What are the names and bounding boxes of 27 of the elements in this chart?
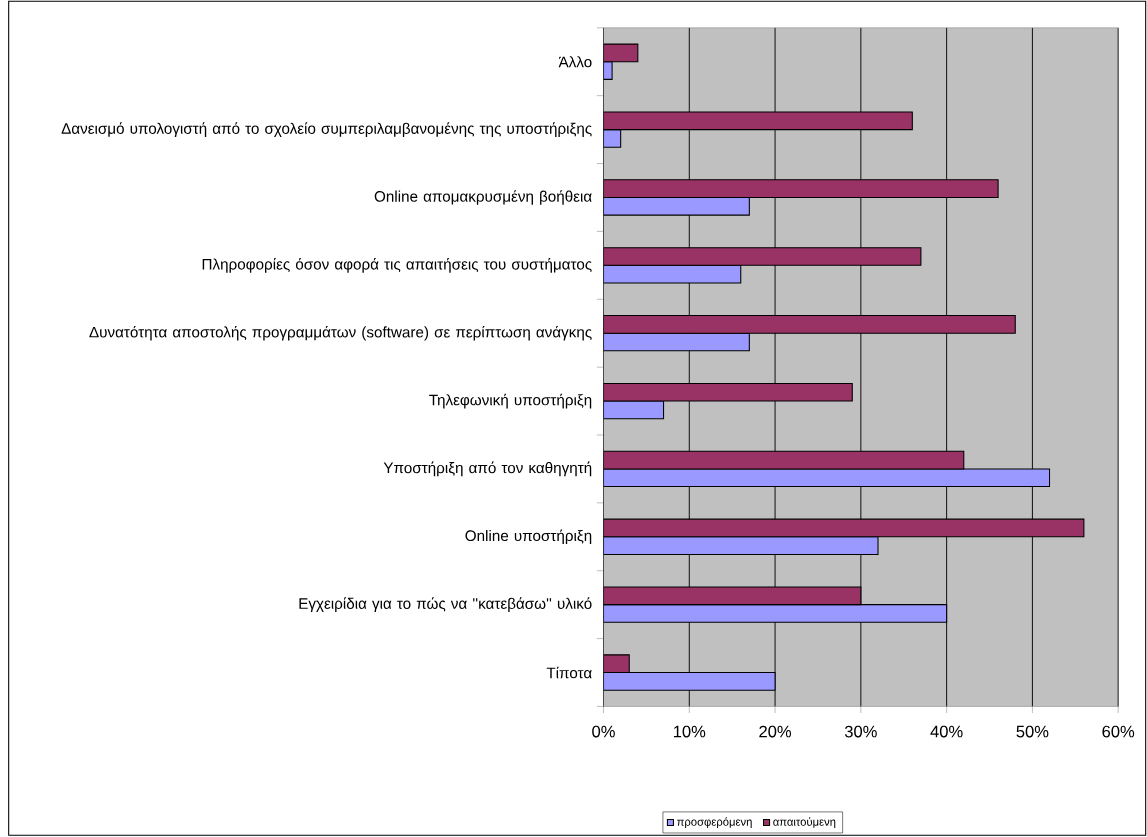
y-tick-label: Online απομακρυσμένη βοήθεια	[374, 190, 592, 205]
y-tick-label: Υποστήριξη από τον καθηγητή	[383, 461, 592, 477]
bar	[603, 315, 1016, 334]
bar	[603, 111, 913, 131]
legend-label: απαιτούμενη	[773, 817, 836, 829]
bar	[603, 586, 862, 606]
bar	[603, 383, 853, 402]
y-tick-label: Δανεισμό υπολογιστή από το σχολείο συμπεριλαμβανομένης της υποστήριξης	[61, 122, 592, 138]
y-tick-label: Online υποστήριξη	[465, 529, 592, 545]
y-tick-label: Εγχειρίδια για το πώς να ''κατεβάσω'' υλικό	[299, 597, 592, 613]
bar	[603, 247, 922, 267]
bar	[603, 518, 1085, 538]
x-tick-label: 20%	[759, 725, 792, 738]
y-tick-label: Άλλο	[558, 56, 592, 68]
bar	[603, 450, 965, 470]
legend-label: προσφερόμενη	[677, 817, 752, 829]
x-tick-label: 50%	[1016, 725, 1049, 738]
x-tick-label: 40%	[930, 725, 963, 738]
x-tick-label: 30%	[844, 725, 877, 738]
y-tick-label: Δυνατότητα αποστολής προγραμμάτων (software) σε περίπτωση ανάγκης	[89, 326, 592, 341]
y-tick-label: Τηλεφωνική υποστήριξη	[429, 393, 592, 409]
y-tick-label: Τίποτα	[546, 666, 592, 679]
y-tick-label: Πληροφορίες όσον αφορά τις απαιτήσεις του συστήματος	[202, 258, 592, 273]
x-tick-label: 60%	[1102, 725, 1135, 738]
x-tick-label: 10%	[673, 725, 706, 738]
x-tick-label: 0%	[592, 725, 615, 738]
bar	[603, 179, 999, 199]
